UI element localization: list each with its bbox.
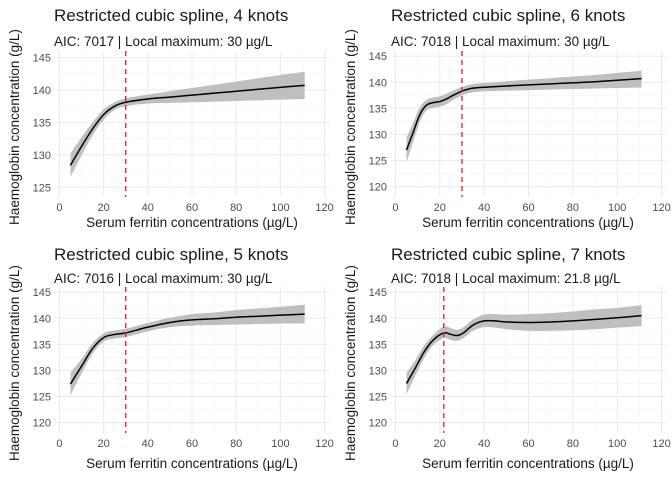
y-tick-label: 135 — [33, 339, 51, 351]
chart-title: Restricted cubic spline, 7 knots — [391, 245, 625, 264]
x-tick-label: 80 — [230, 438, 242, 450]
y-tick-label: 130 — [369, 129, 387, 141]
x-tick-label: 20 — [97, 438, 109, 450]
x-tick-label: 20 — [97, 202, 109, 214]
y-tick-label: 140 — [369, 313, 387, 325]
x-tick-label: 20 — [434, 438, 446, 450]
y-tick-label: 120 — [369, 182, 387, 194]
gridlines — [391, 287, 666, 433]
y-tick-label: 135 — [369, 103, 387, 115]
x-tick-label: 40 — [478, 438, 490, 450]
y-tick-label: 140 — [33, 85, 51, 97]
x-tick-label: 0 — [392, 202, 398, 214]
x-tick-label: 0 — [392, 438, 398, 450]
y-tick-label: 145 — [33, 52, 51, 64]
y-tick-label: 125 — [369, 392, 387, 404]
y-tick-label: 135 — [369, 339, 387, 351]
y-axis-label: Haemoglobin concentration (g/L) — [343, 29, 358, 225]
y-axis-label: Haemoglobin concentration (g/L) — [343, 265, 358, 461]
chart-subtitle: AIC: 7018 | Local maximum: 30 µg/L — [391, 34, 610, 49]
x-tick-label: 100 — [271, 202, 289, 214]
confidence-band — [70, 71, 305, 177]
chart-subtitle: AIC: 7016 | Local maximum: 30 µg/L — [54, 271, 273, 286]
chart-panel-1: 0 20 40 60 80 100 120 125 130 135 140 145 Restricted… — [7, 6, 334, 230]
x-tick-label: 60 — [522, 438, 534, 450]
x-tick-label: 120 — [315, 202, 333, 214]
x-tick-label: 0 — [56, 438, 62, 450]
y-tick-label: 125 — [33, 182, 51, 194]
spline-line — [69, 84, 305, 166]
chart-title: Restricted cubic spline, 5 knots — [54, 245, 288, 264]
y-tick-label: 140 — [33, 313, 51, 325]
x-tick-label: 100 — [271, 438, 289, 450]
chart-title: Restricted cubic spline, 6 knots — [391, 6, 625, 25]
y-tick-label: 145 — [33, 287, 51, 299]
x-tick-label: 60 — [186, 438, 198, 450]
x-axis-label: Serum ferritin concentrations (µg/L) — [422, 456, 634, 471]
y-tick-label: 145 — [369, 287, 387, 299]
x-axis-label: Serum ferritin concentrations (µg/L) — [422, 215, 634, 230]
chart-panel-4: 0 20 40 60 80 100 120 120 125 130 135 140 145 Restric… — [343, 245, 671, 471]
chart-subtitle: AIC: 7017 | Local maximum: 30 µg/L — [54, 34, 273, 49]
x-tick-label: 40 — [142, 438, 154, 450]
confidence-band — [406, 70, 642, 163]
chart-panel-3: 0 20 40 60 80 100 120 120 125 130 135 140 145 Restric… — [7, 245, 334, 471]
chart-title: Restricted cubic spline, 4 knots — [54, 6, 288, 25]
y-axis-label: Haemoglobin concentration (g/L) — [7, 29, 22, 225]
spline-line — [405, 77, 642, 151]
y-tick-label: 130 — [369, 365, 387, 377]
y-tick-label: 140 — [369, 77, 387, 89]
x-tick-label: 120 — [315, 438, 333, 450]
y-tick-label: 125 — [369, 156, 387, 168]
x-tick-label: 80 — [567, 202, 579, 214]
x-tick-label: 80 — [230, 202, 242, 214]
confidence-band — [70, 304, 305, 396]
chart-subtitle: AIC: 7018 | Local maximum: 21.8 µg/L — [391, 271, 621, 286]
x-tick-label: 60 — [186, 202, 198, 214]
y-tick-label: 135 — [33, 117, 51, 129]
y-tick-label: 120 — [369, 418, 387, 430]
x-tick-label: 60 — [522, 202, 534, 214]
x-tick-label: 100 — [608, 438, 626, 450]
y-tick-label: 120 — [33, 418, 51, 430]
y-tick-label: 145 — [369, 51, 387, 63]
x-tick-label: 0 — [56, 202, 62, 214]
x-axis-label: Serum ferritin concentrations (µg/L) — [86, 215, 298, 230]
x-tick-label: 40 — [142, 202, 154, 214]
y-tick-label: 130 — [33, 365, 51, 377]
y-tick-label: 125 — [33, 392, 51, 404]
spline-line — [69, 313, 305, 385]
x-tick-label: 80 — [567, 438, 579, 450]
y-axis-label: Haemoglobin concentration (g/L) — [7, 265, 22, 461]
x-tick-label: 120 — [652, 438, 670, 450]
x-tick-label: 120 — [652, 202, 670, 214]
x-tick-label: 40 — [478, 202, 490, 214]
chart-panel-2: 0 20 40 60 80 100 120 120 125 130 135 140 145 Restric… — [343, 6, 671, 230]
x-tick-label: 20 — [434, 202, 446, 214]
y-tick-label: 130 — [33, 150, 51, 162]
confidence-band — [406, 305, 642, 395]
x-tick-label: 100 — [608, 202, 626, 214]
spline-line — [405, 314, 642, 384]
x-axis-label: Serum ferritin concentrations (µg/L) — [86, 456, 298, 471]
